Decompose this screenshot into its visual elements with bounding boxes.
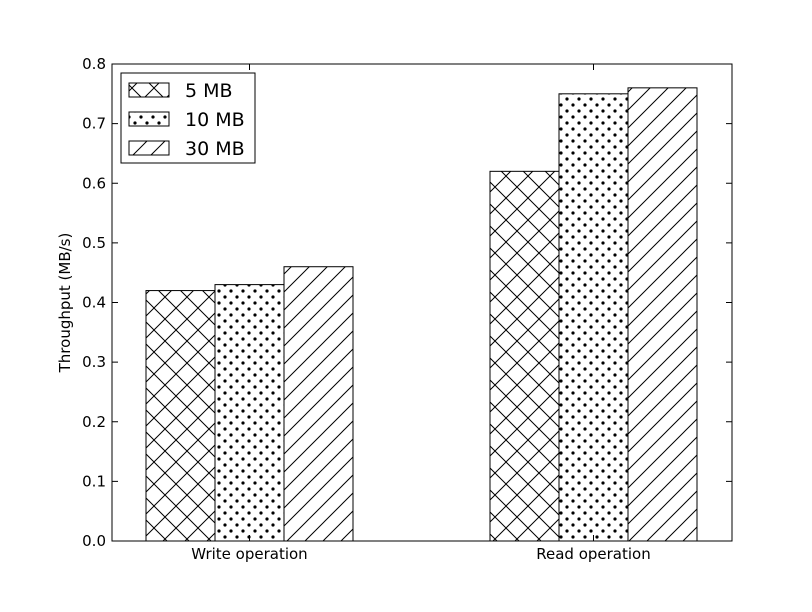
y-tick-label: 0.6: [82, 174, 106, 192]
bar-read-operation-10-mb: [558, 93, 629, 542]
legend-label-10-mb: 10 MB: [185, 109, 245, 131]
bars-group: [145, 87, 698, 542]
legend-swatch-5-mb: [128, 82, 170, 98]
y-axis-label: Throughput (MB/s): [56, 233, 74, 374]
y-tick-label: 0.1: [82, 472, 106, 490]
legend-swatch-30-mb: [128, 140, 170, 156]
legend: 5 MB 10 MB 30 MB: [120, 72, 256, 164]
bar-write-operation-10-mb: [214, 284, 285, 542]
y-tick-label: 0.3: [82, 353, 106, 371]
y-tick-label: 0.7: [82, 115, 106, 133]
y-tick-label: 0.2: [82, 413, 106, 431]
bar-read-operation-30-mb: [627, 87, 698, 542]
bar-read-operation-5-mb: [489, 170, 560, 542]
bar-write-operation-5-mb: [145, 290, 216, 542]
plot-frame: [111, 63, 733, 542]
y-tick-label: 0.8: [82, 55, 106, 73]
y-tick-label: 0.5: [82, 234, 106, 252]
bar-write-operation-30-mb: [283, 266, 354, 542]
x-tick-label-write-operation: Write operation: [191, 545, 307, 563]
x-axis-ticks: Write operation Read operation: [191, 64, 651, 563]
y-tick-label: 0.4: [82, 294, 106, 312]
legend-swatch-10-mb: [128, 111, 170, 127]
y-tick-label: 0.0: [82, 532, 106, 550]
legend-label-30-mb: 30 MB: [185, 138, 245, 160]
legend-label-5-mb: 5 MB: [185, 80, 233, 102]
y-axis-ticks: 0.0 0.1 0.2 0.3 0.4 0.5 0.6 0.7 0.8: [82, 55, 732, 550]
x-tick-label-read-operation: Read operation: [536, 545, 650, 563]
